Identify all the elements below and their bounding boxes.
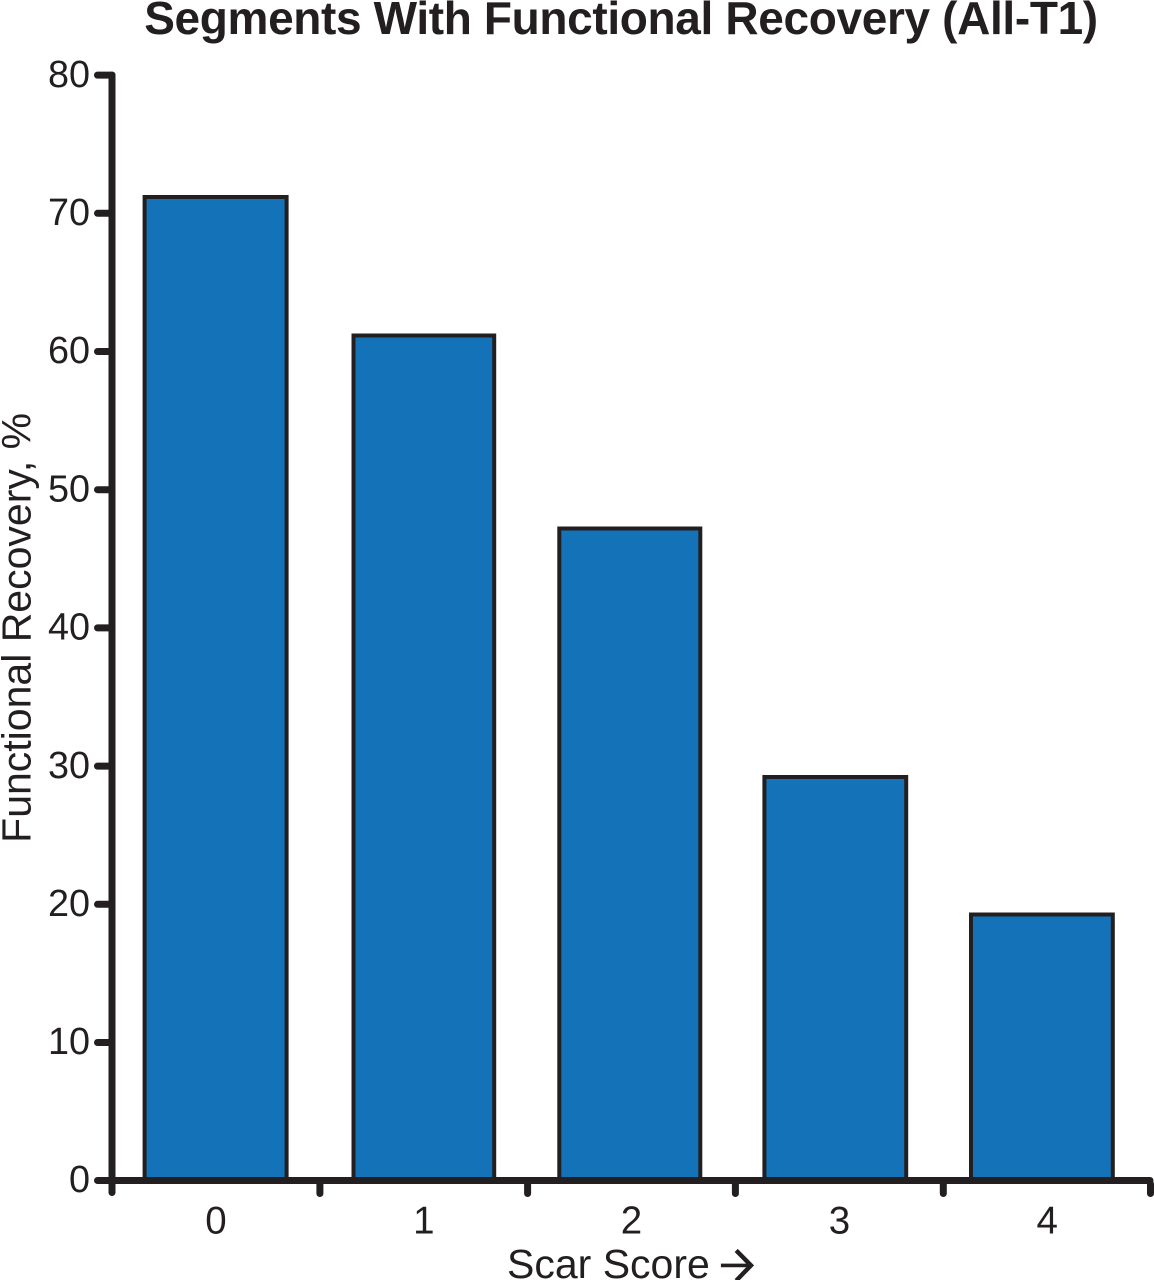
svg-text:30: 30	[48, 745, 90, 787]
svg-text:20: 20	[48, 883, 90, 925]
svg-text:0: 0	[205, 1200, 226, 1243]
svg-text:3: 3	[829, 1200, 850, 1243]
svg-text:0: 0	[69, 1159, 90, 1201]
svg-text:Segments With Functional Recov: Segments With Functional Recovery (All-T…	[144, 0, 1098, 44]
svg-text:80: 80	[48, 54, 90, 96]
svg-text:60: 60	[48, 330, 90, 372]
svg-text:50: 50	[48, 468, 90, 510]
svg-text:Scar Score: Scar Score	[507, 1241, 710, 1280]
svg-text:1: 1	[413, 1200, 434, 1243]
svg-text:Functional Recovery, %: Functional Recovery, %	[0, 413, 40, 843]
svg-text:70: 70	[48, 192, 90, 234]
svg-text:10: 10	[48, 1021, 90, 1063]
svg-text:40: 40	[48, 607, 90, 649]
svg-text:4: 4	[1036, 1200, 1057, 1243]
svg-text:2: 2	[621, 1200, 642, 1243]
